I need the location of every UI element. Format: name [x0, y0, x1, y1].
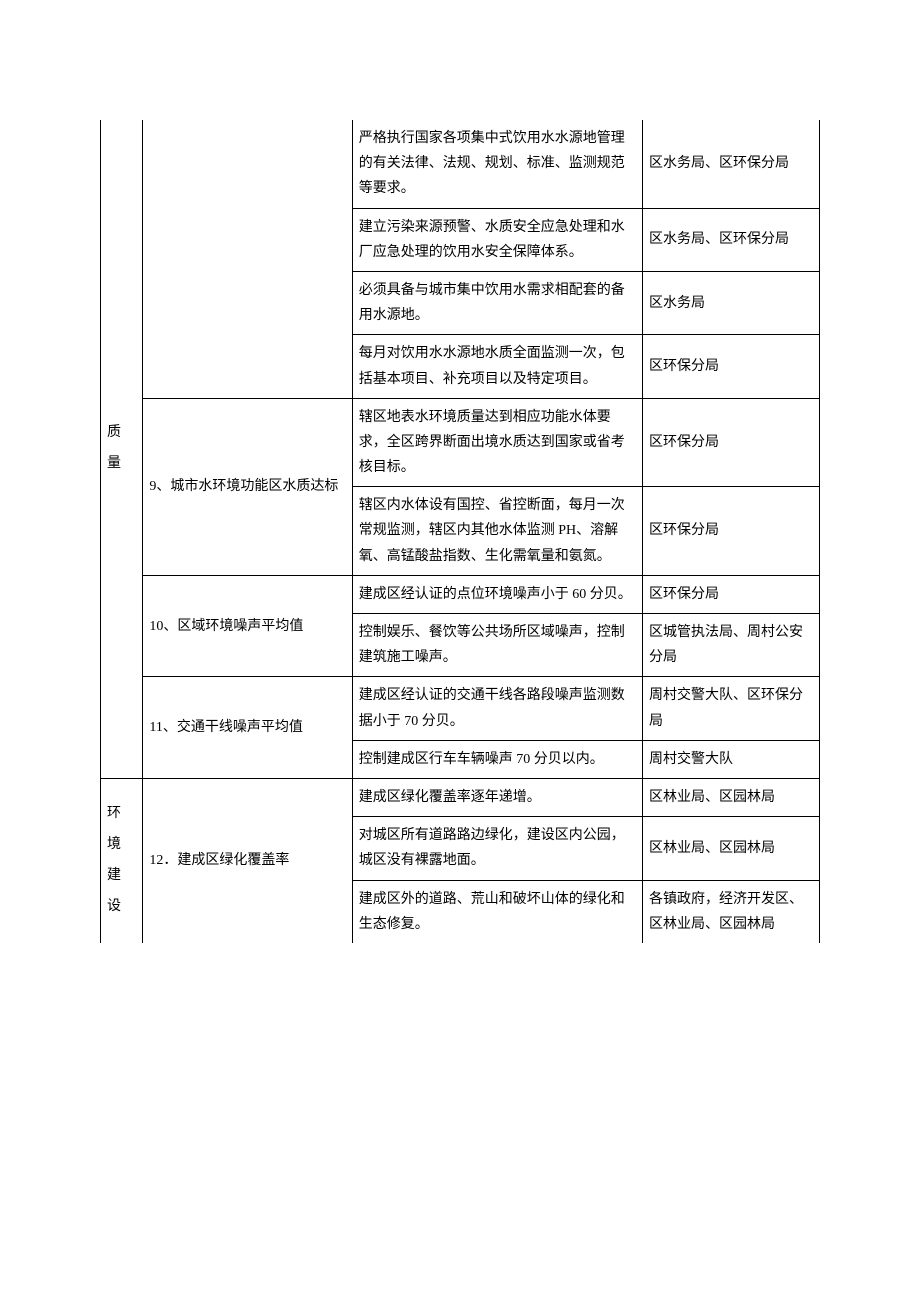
- dept-cell: 周村交警大队: [643, 740, 820, 778]
- cat-char: 质: [107, 418, 136, 449]
- page-container: 质 量 严格执行国家各项集中式饮用水水源地管理的有关法律、法规、规划、标准、监测…: [0, 0, 920, 1302]
- desc-cell: 建立污染来源预警、水质安全应急处理和水厂应急处理的饮用水安全保障体系。: [352, 208, 642, 271]
- dept-cell: 区城管执法局、周村公安分局: [643, 614, 820, 677]
- table-row: 质 量 严格执行国家各项集中式饮用水水源地管理的有关法律、法规、规划、标准、监测…: [101, 120, 820, 208]
- desc-cell: 建成区经认证的点位环境噪声小于 60 分贝。: [352, 575, 642, 613]
- cat-char: 境: [107, 830, 136, 861]
- dept-cell: 区水务局: [643, 271, 820, 334]
- indicator-12: 12．建成区绿化覆盖率: [143, 778, 352, 942]
- dept-cell: 区林业局、区园林局: [643, 817, 820, 880]
- desc-cell: 控制娱乐、餐饮等公共场所区域噪声，控制建筑施工噪声。: [352, 614, 642, 677]
- dept-cell: 区环保分局: [643, 398, 820, 487]
- cat-char: 量: [107, 449, 136, 480]
- dept-cell: 周村交警大队、区环保分局: [643, 677, 820, 740]
- indicator-9: 9、城市水环境功能区水质达标: [143, 398, 352, 575]
- dept-cell: 区环保分局: [643, 335, 820, 398]
- desc-cell: 必须具备与城市集中饮用水需求相配套的备用水源地。: [352, 271, 642, 334]
- dept-cell: 区林业局、区园林局: [643, 778, 820, 816]
- desc-cell: 严格执行国家各项集中式饮用水水源地管理的有关法律、法规、规划、标准、监测规范等要…: [352, 120, 642, 208]
- desc-cell: 每月对饮用水水源地水质全面监测一次，包括基本项目、补充项目以及特定项目。: [352, 335, 642, 398]
- dept-cell: 各镇政府，经济开发区、区林业局、区园林局: [643, 880, 820, 943]
- table-row: 10、区域环境噪声平均值 建成区经认证的点位环境噪声小于 60 分贝。 区环保分…: [101, 575, 820, 613]
- dept-cell: 区水务局、区环保分局: [643, 208, 820, 271]
- table-row: 环 境 建 设 12．建成区绿化覆盖率 建成区绿化覆盖率逐年递增。 区林业局、区…: [101, 778, 820, 816]
- cat-char: 建: [107, 861, 136, 892]
- table-row: 11、交通干线噪声平均值 建成区经认证的交通干线各路段噪声监测数据小于 70 分…: [101, 677, 820, 740]
- dept-cell: 区环保分局: [643, 575, 820, 613]
- desc-cell: 对城区所有道路路边绿化，建设区内公园，城区没有裸露地面。: [352, 817, 642, 880]
- dept-cell: 区环保分局: [643, 487, 820, 576]
- category-env: 环 境 建 设: [101, 778, 143, 942]
- desc-cell: 建成区外的道路、荒山和破坏山体的绿化和生态修复。: [352, 880, 642, 943]
- table-row: 9、城市水环境功能区水质达标 辖区地表水环境质量达到相应功能水体要求，全区跨界断…: [101, 398, 820, 487]
- dept-cell: 区水务局、区环保分局: [643, 120, 820, 208]
- desc-cell: 建成区经认证的交通干线各路段噪声监测数据小于 70 分贝。: [352, 677, 642, 740]
- desc-cell: 辖区内水体设有国控、省控断面，每月一次常规监测，辖区内其他水体监测 PH、溶解氧…: [352, 487, 642, 576]
- indicator-10: 10、区域环境噪声平均值: [143, 575, 352, 677]
- cat-char: 设: [107, 892, 136, 923]
- indicator-11: 11、交通干线噪声平均值: [143, 677, 352, 779]
- main-table: 质 量 严格执行国家各项集中式饮用水水源地管理的有关法律、法规、规划、标准、监测…: [100, 120, 820, 943]
- cat-char: 环: [107, 799, 136, 830]
- desc-cell: 控制建成区行车车辆噪声 70 分贝以内。: [352, 740, 642, 778]
- category-quality: 质 量: [101, 120, 143, 778]
- desc-cell: 辖区地表水环境质量达到相应功能水体要求，全区跨界断面出境水质达到国家或省考核目标…: [352, 398, 642, 487]
- desc-cell: 建成区绿化覆盖率逐年递增。: [352, 778, 642, 816]
- indicator-cell-blank: [143, 120, 352, 398]
